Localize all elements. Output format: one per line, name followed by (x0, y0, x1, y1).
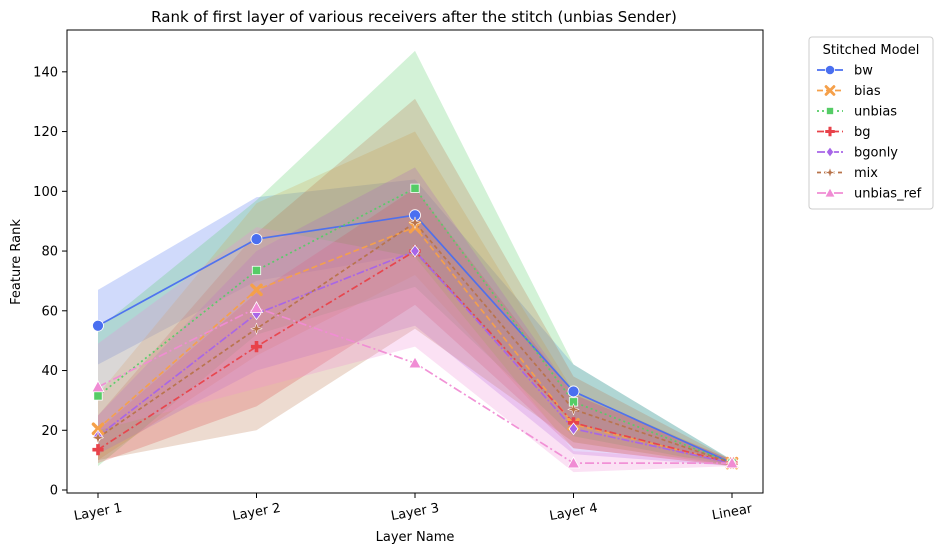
legend: Stitched Model bw bias unbias bg bgonly mix un… (808, 36, 934, 210)
band-unbias (98, 50, 732, 467)
chart-title: Rank of first layer of various receivers… (151, 8, 677, 26)
legend-label-unbias_ref: unbias_ref (854, 187, 922, 202)
legend-marker-unbias_ref (824, 187, 836, 198)
x-axis-label: Layer Name (376, 530, 455, 545)
x-tick-label: Layer 2 (231, 501, 282, 524)
y-tick-label: 20 (41, 424, 58, 439)
point-unbias_ref-3 (566, 456, 581, 469)
point-bias-0 (91, 422, 105, 436)
legend-items: bw bias unbias bg bgonly mix unbias_ref (817, 64, 922, 202)
confidence-bands (98, 50, 732, 473)
y-tick-label: 0 (50, 484, 58, 499)
y-tick-label: 120 (33, 125, 58, 140)
legend-title: Stitched Model (823, 43, 920, 58)
legend-marker-mix (824, 166, 836, 179)
y-axis-ticks: 0 20 40 60 80 100 120 140 (33, 65, 67, 499)
legend-label-bias: bias (854, 84, 881, 99)
line-bg (97, 249, 733, 464)
legend-marker-bias (824, 85, 836, 96)
y-tick-label: 80 (41, 245, 58, 260)
x-axis-ticks: Layer 1 Layer 2 Layer 3 Layer 4 Linear (73, 493, 754, 524)
legend-label-unbias: unbias (854, 105, 897, 120)
point-unbias-2 (410, 183, 420, 193)
point-unbias_ref-0 (91, 380, 105, 393)
point-bgonly-3 (568, 422, 579, 436)
point-unbias-1 (251, 265, 262, 276)
band-bias (98, 131, 732, 467)
x-tick-label: Layer 4 (548, 501, 599, 524)
line-mix (97, 221, 733, 464)
band-bgonly (98, 167, 732, 467)
point-unbias_ref-1 (249, 300, 264, 314)
point-bg-1 (250, 341, 263, 353)
point-mix-2 (408, 216, 422, 230)
point-unbias_ref-2 (408, 356, 422, 369)
legend-label-mix: mix (854, 166, 878, 181)
point-bg-0 (92, 444, 104, 456)
legend-box (808, 36, 934, 210)
x-tick-label: Linear (711, 501, 754, 523)
point-mix-3 (566, 402, 581, 416)
band-mix (98, 98, 732, 467)
legend-marker-bgonly (825, 146, 835, 158)
point-bw-0 (92, 319, 104, 332)
legend-label-bw: bw (854, 64, 873, 79)
y-tick-label: 100 (33, 185, 58, 200)
legend-marker-unbias (826, 107, 834, 115)
y-axis-label: Feature Rank (9, 219, 24, 305)
point-unbias-0 (93, 391, 103, 401)
x-tick-label: Layer 3 (390, 501, 441, 524)
y-tick-label: 140 (33, 65, 58, 80)
point-unbias_ref-4 (725, 456, 739, 469)
y-tick-label: 40 (41, 364, 58, 379)
y-tick-label: 60 (41, 304, 58, 319)
point-bias-1 (250, 283, 263, 297)
legend-marker-bg (825, 126, 835, 137)
point-bw-1 (250, 233, 263, 245)
legend-marker-bw (824, 64, 836, 76)
x-tick-label: Layer 1 (73, 501, 124, 524)
point-mix-0 (91, 431, 105, 445)
point-mix-1 (249, 322, 264, 336)
series-markers (91, 183, 739, 470)
point-bw-3 (567, 385, 580, 398)
point-bgonly-2 (410, 244, 420, 258)
legend-label-bg: bg (854, 125, 871, 140)
legend-label-bgonly: bgonly (854, 146, 898, 161)
